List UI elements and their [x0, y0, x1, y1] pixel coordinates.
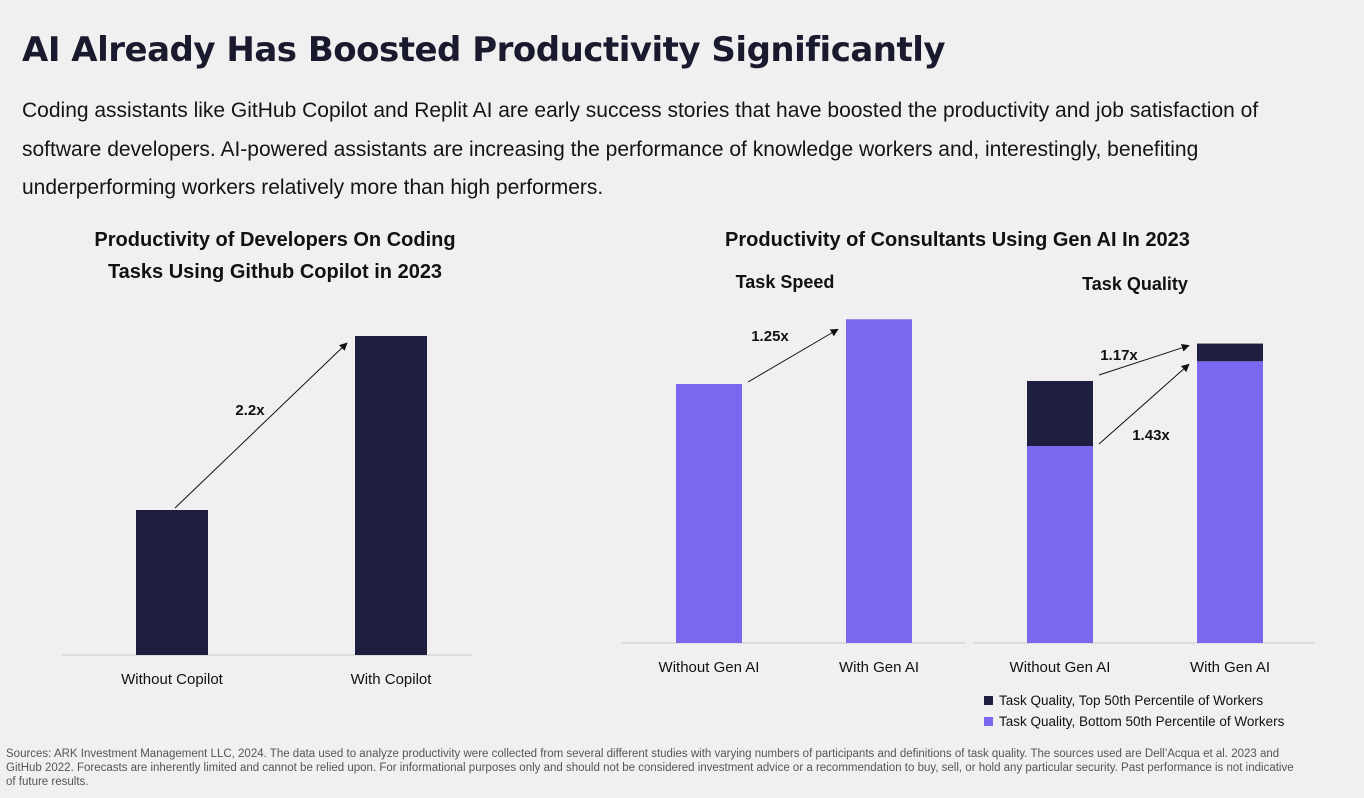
speed-bar-1	[846, 319, 912, 643]
legend-label-top: Task Quality, Top 50th Percentile of Wor…	[999, 693, 1264, 708]
quality-bar-bottom-0	[1027, 446, 1093, 643]
task-quality-title: Task Quality	[1082, 274, 1188, 294]
legend-swatch-top	[984, 696, 993, 705]
quality-bar-top-0	[1027, 380, 1093, 446]
quality-bar-bottom-1	[1197, 361, 1263, 643]
legend-label-bottom: Task Quality, Bottom 50th Percentile of …	[999, 714, 1285, 729]
legend-item-bottom: Task Quality, Bottom 50th Percentile of …	[984, 711, 1284, 732]
copilot-bar-0	[136, 510, 208, 655]
legend-item-top: Task Quality, Top 50th Percentile of Wor…	[984, 690, 1284, 711]
copilot-bar-1	[355, 336, 427, 655]
speed-bar-0	[676, 384, 742, 643]
page-title: AI Already Has Boosted Productivity Sign…	[22, 30, 946, 70]
speed-x-label-1: With Gen AI	[839, 659, 919, 676]
copilot-chart-title: Productivity of Developers On Coding Tas…	[40, 224, 510, 288]
chart-legend: Task Quality, Top 50th Percentile of Wor…	[984, 690, 1284, 732]
speed-growth-arrow	[747, 328, 839, 383]
task-speed-title: Task Speed	[735, 272, 835, 292]
consultants-chart-title: Productivity of Consultants Using Gen AI…	[725, 229, 1190, 251]
quality-x-label-0: Without Gen AI	[1010, 659, 1111, 676]
quality-top-arrow	[1098, 343, 1190, 376]
page-subtitle: Coding assistants like GitHub Copilot an…	[22, 99, 1259, 199]
footer-disclaimer: Sources: ARK Investment Management LLC, …	[6, 748, 1294, 788]
copilot-growth-arrow	[174, 342, 348, 509]
copilot-x-label-0: Without Copilot	[121, 671, 224, 688]
legend-swatch-bottom	[984, 717, 993, 726]
quality-bottom-arrow	[1098, 363, 1190, 445]
charts-canvas: Without Copilot With Copilot 2.2x Without G…	[62, 319, 1315, 688]
quality-x-label-1: With Gen AI	[1190, 659, 1270, 676]
quality-bar-top-1	[1197, 343, 1263, 362]
quality-top-label: 1.17x	[1100, 347, 1138, 364]
copilot-growth-label: 2.2x	[235, 402, 265, 419]
speed-growth-label: 1.25x	[751, 328, 789, 345]
copilot-x-label-1: With Copilot	[351, 671, 433, 688]
copilot-chart-title-line1: Productivity of Developers On Coding	[94, 229, 456, 251]
quality-bottom-label: 1.43x	[1132, 427, 1170, 444]
speed-x-label-0: Without Gen AI	[659, 659, 760, 676]
copilot-chart-title-line2: Tasks Using Github Copilot in 2023	[107, 261, 443, 283]
